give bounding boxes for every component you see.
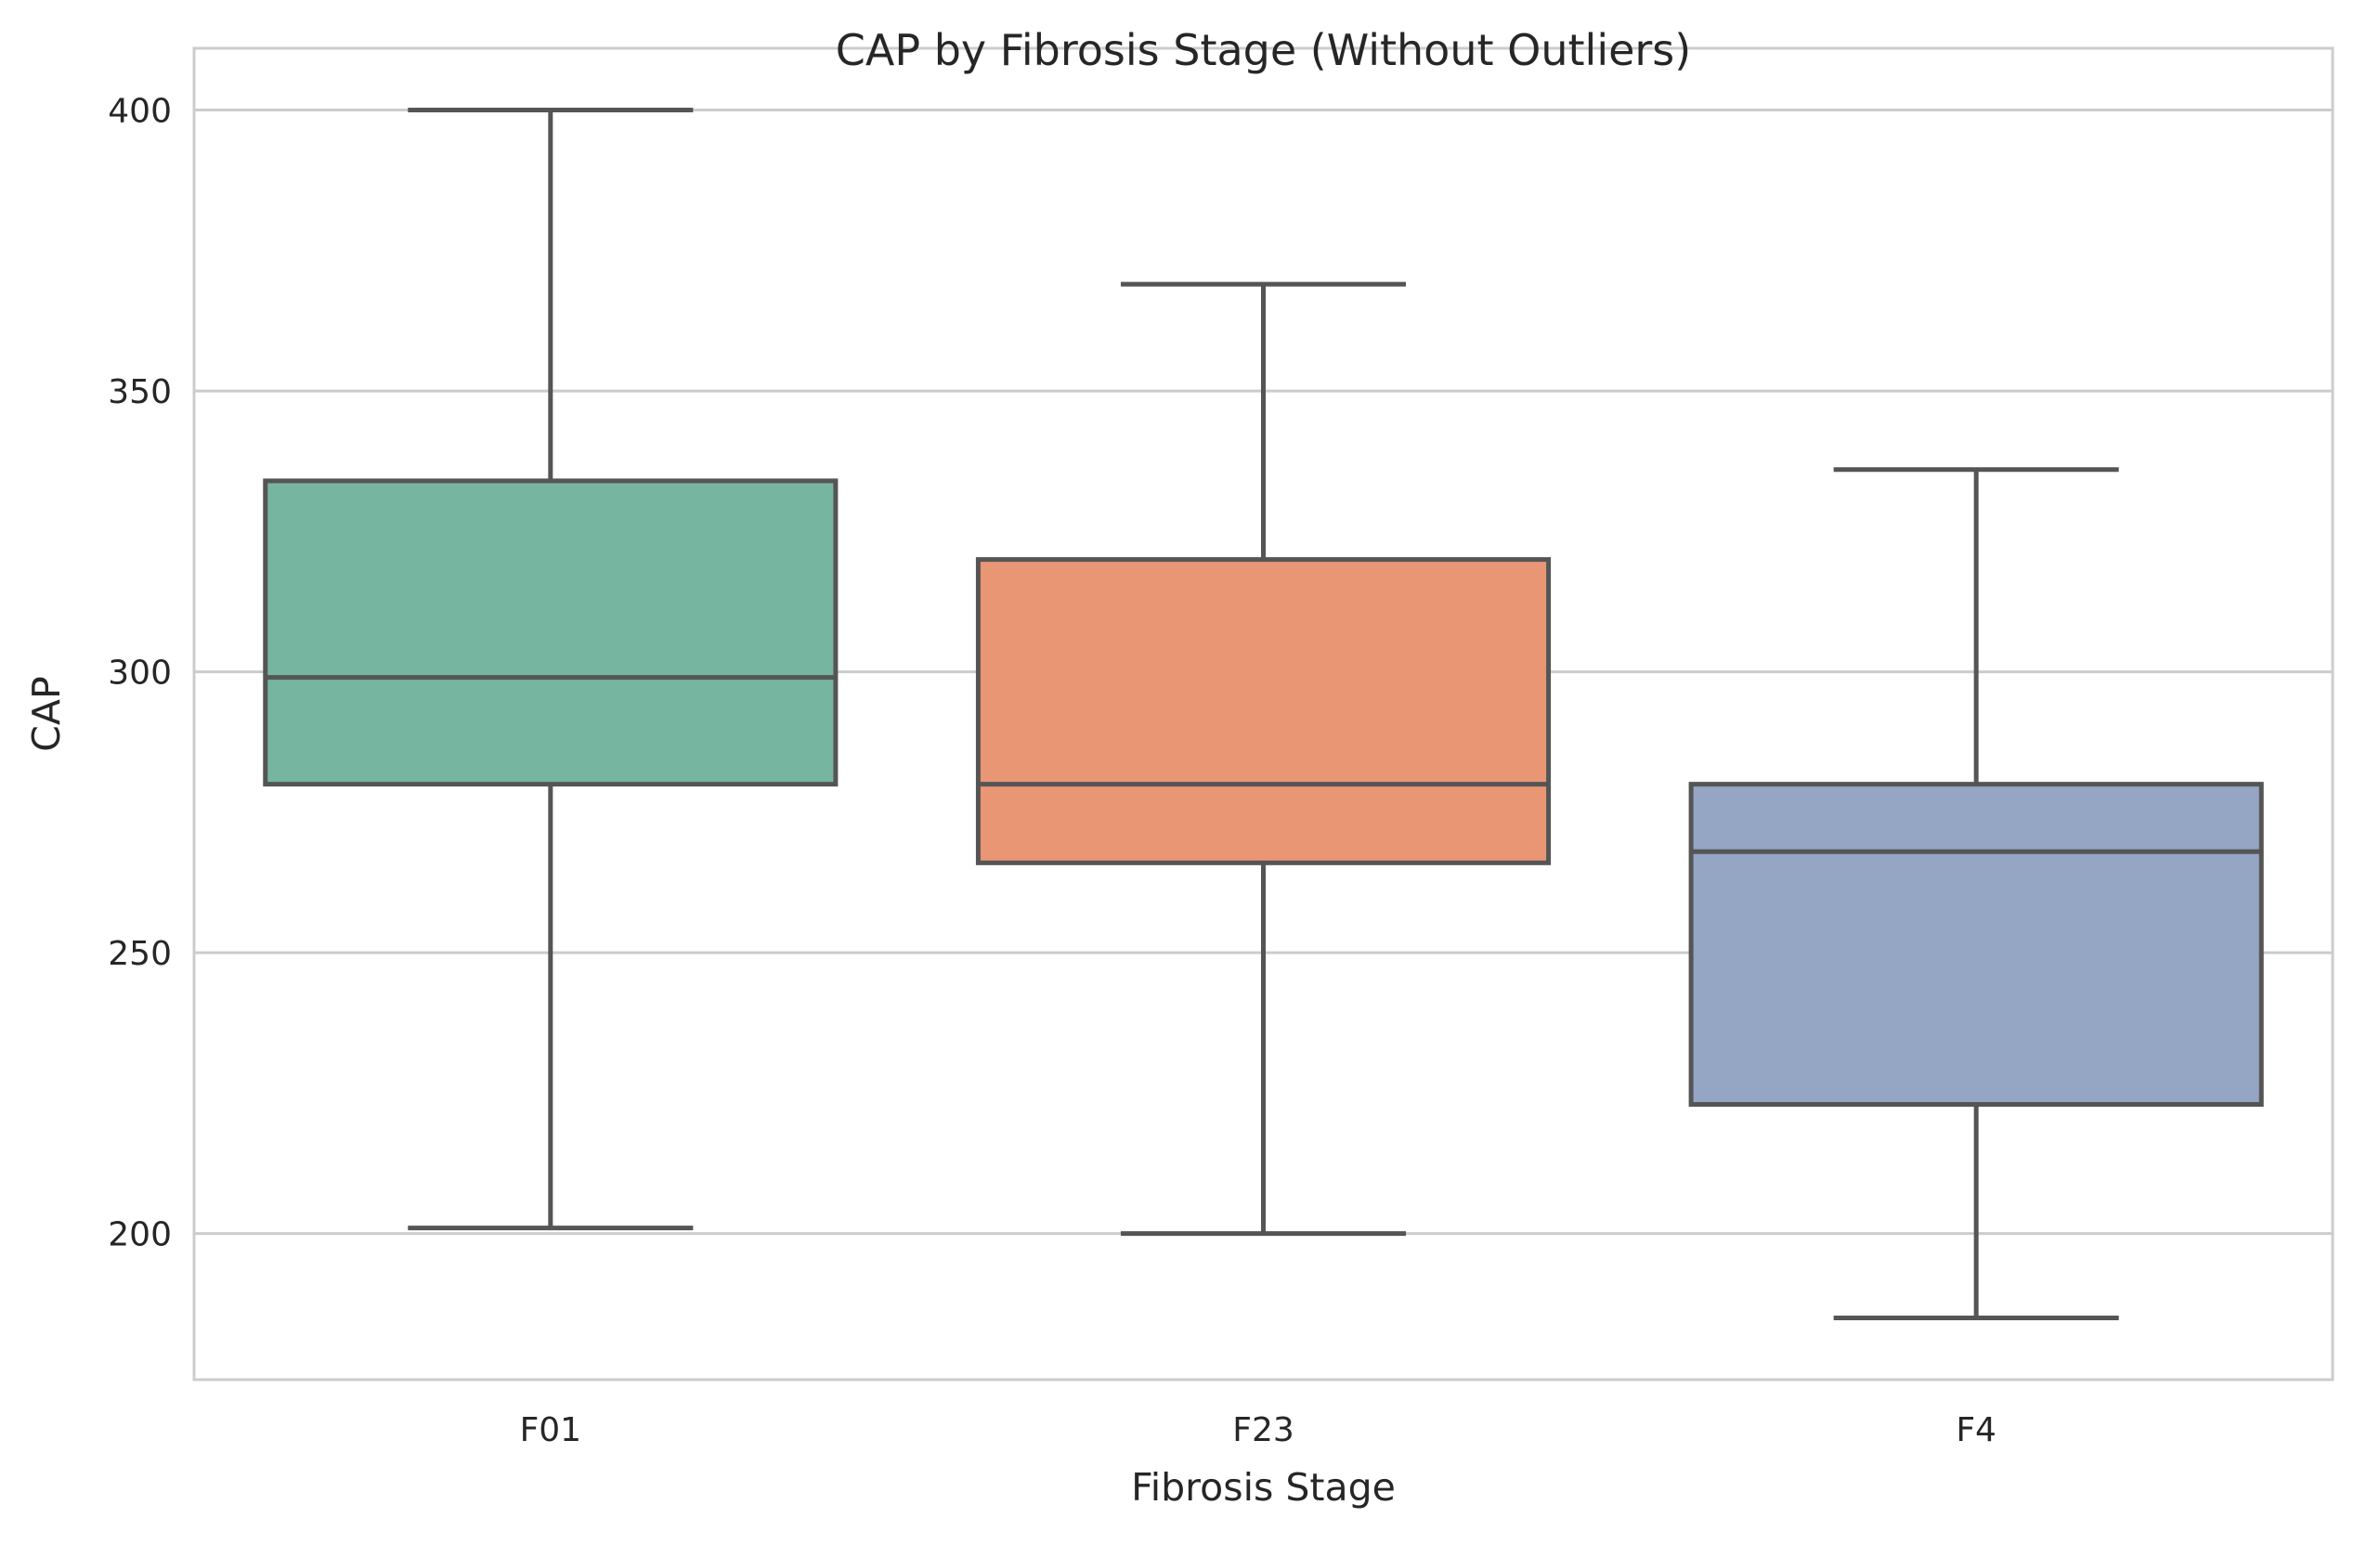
- box-f4: [1688, 467, 2264, 1320]
- x-tick-labels: F01 F23 F4: [520, 1411, 1996, 1449]
- box-body-f4: [1688, 782, 2264, 1108]
- box-f01: [263, 108, 839, 1231]
- box-body-f01: [263, 478, 839, 787]
- x-tick-label-f23: F23: [1232, 1411, 1294, 1449]
- y-axis-label: CAP: [24, 676, 69, 751]
- plot-frame: [192, 46, 2334, 1382]
- y-tick-label-300: 300: [108, 655, 172, 693]
- x-axis-label: Fibrosis Stage: [1131, 1465, 1396, 1510]
- chart-title: CAP by Fibrosis Stage (Without Outliers): [836, 25, 1691, 75]
- x-tick-label-f4: F4: [1956, 1411, 1996, 1449]
- boxes: [263, 108, 2264, 1320]
- y-tick-label-350: 350: [108, 373, 172, 411]
- y-tick-label-250: 250: [108, 935, 172, 973]
- box-f23: [975, 281, 1552, 1237]
- y-tick-label-400: 400: [108, 93, 172, 131]
- x-tick-label-f01: F01: [520, 1411, 582, 1449]
- y-tick-label-200: 200: [108, 1216, 172, 1254]
- y-tick-labels: 200 250 300 350 400: [108, 93, 172, 1254]
- box-body-f23: [975, 557, 1552, 865]
